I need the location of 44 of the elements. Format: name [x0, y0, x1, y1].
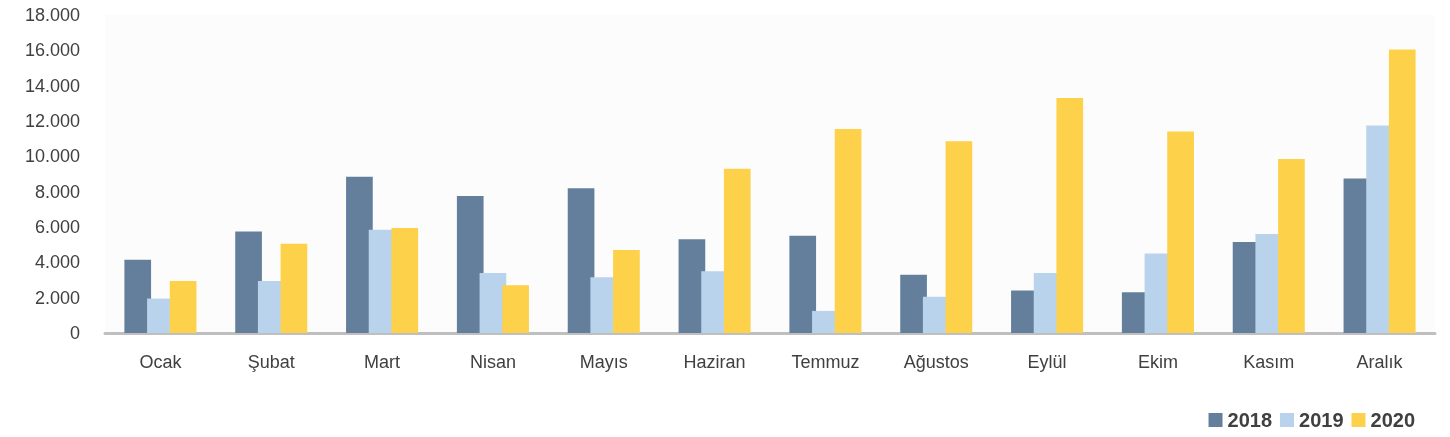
bar — [280, 243, 308, 333]
bar — [1167, 131, 1194, 333]
legend-label: 2020 — [1370, 409, 1416, 431]
bar — [1388, 49, 1416, 333]
bar — [235, 231, 262, 333]
y-tick-label: 14.000 — [24, 75, 80, 96]
bar — [567, 188, 595, 333]
x-tick-label: Mayıs — [579, 352, 628, 372]
x-tick-label: Mart — [364, 352, 401, 372]
legend-label: 2019 — [1299, 409, 1344, 431]
bar — [456, 196, 484, 333]
bar — [346, 176, 373, 333]
x-tick-label: Nisan — [469, 352, 516, 372]
bar — [124, 259, 152, 333]
y-tick-label: 10.000 — [24, 146, 80, 167]
bar — [900, 274, 927, 333]
y-tick-label: 12.000 — [24, 111, 80, 131]
y-tick-label: 2.000 — [34, 287, 80, 308]
x-tick-label: Aralık — [1356, 352, 1404, 372]
x-tick-label: Eylül — [1027, 352, 1067, 372]
y-tick-label: 6.000 — [34, 217, 80, 237]
x-tick-label: Ağustos — [903, 352, 969, 372]
bar — [723, 168, 751, 333]
x-tick-label: Haziran — [683, 352, 746, 372]
legend-label: 2018 — [1227, 409, 1273, 431]
bar — [502, 285, 529, 333]
y-tick-label: 0 — [69, 323, 80, 343]
x-tick-label: Kasım — [1243, 352, 1295, 372]
bar — [789, 235, 817, 333]
bar — [945, 141, 973, 333]
x-tick-label: Ekim — [1137, 352, 1178, 372]
y-tick-label: 8.000 — [34, 181, 80, 202]
y-tick-label: 18.000 — [24, 5, 80, 25]
bar — [391, 227, 419, 333]
x-tick-label: Temmuz — [791, 352, 860, 372]
y-tick-label: 16.000 — [24, 40, 80, 61]
bar — [1056, 98, 1084, 333]
x-tick-label: Şubat — [247, 352, 295, 372]
bar — [169, 280, 197, 333]
bar — [1278, 158, 1305, 333]
x-tick-label: Ocak — [139, 352, 183, 372]
y-tick-label: 4.000 — [34, 252, 80, 273]
bar — [613, 249, 640, 333]
bar — [834, 128, 862, 333]
